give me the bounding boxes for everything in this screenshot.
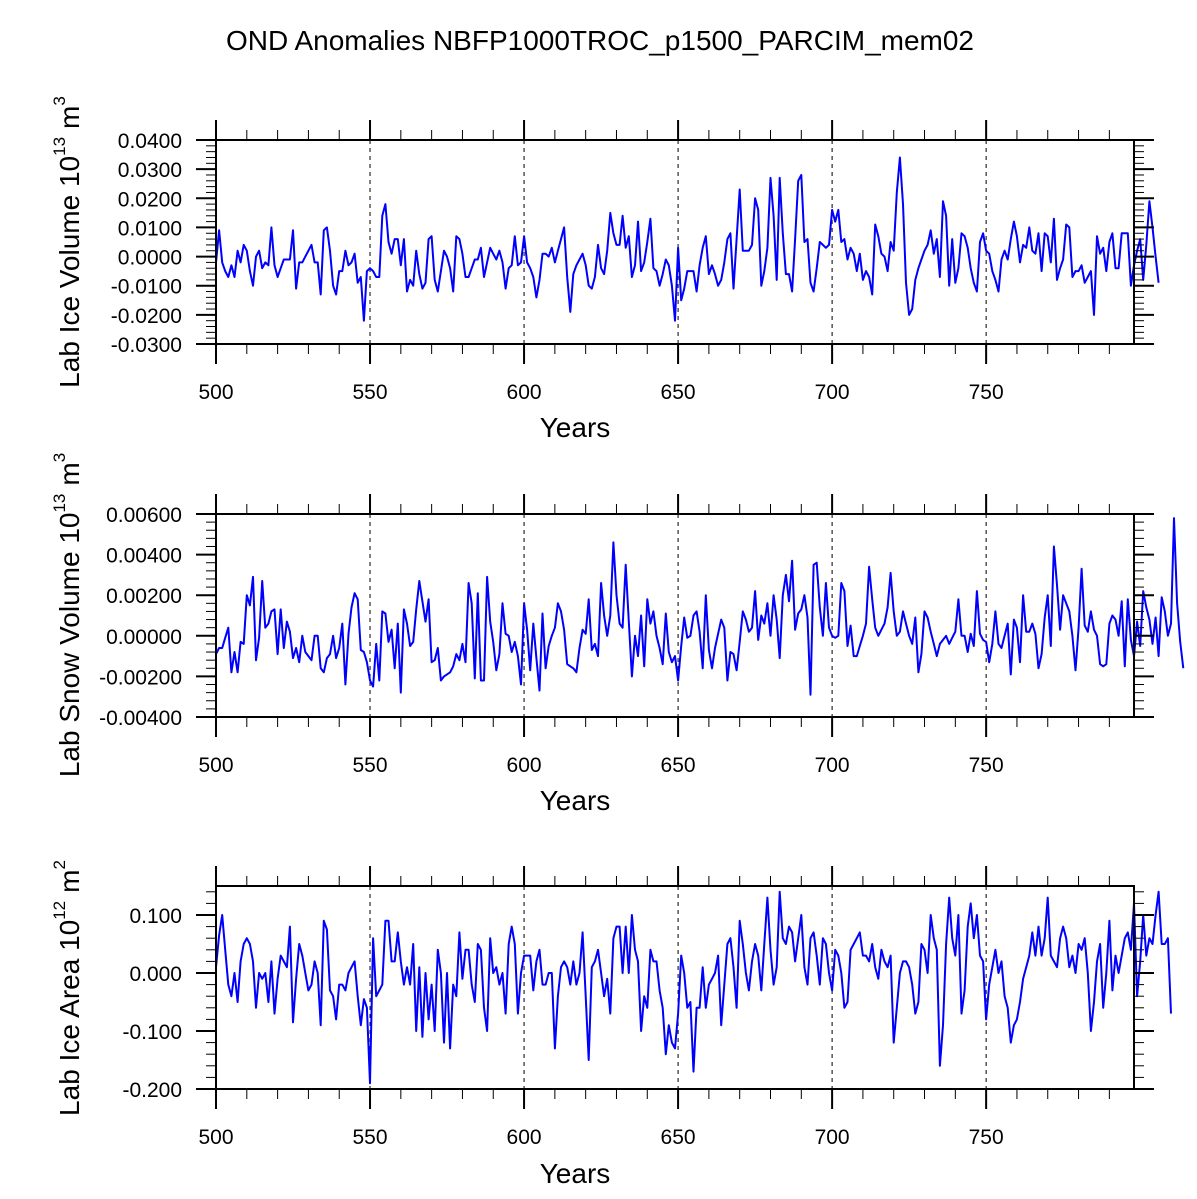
- y-tick-label: -0.0200: [111, 305, 182, 328]
- x-tick-label: 500: [198, 754, 233, 777]
- x-tick-label: 650: [661, 1126, 696, 1149]
- y-axis-label: Lab Snow Volume 1013 m3: [50, 453, 85, 777]
- y-tick-label: -0.0300: [111, 334, 182, 357]
- y-axis-label-part: Lab Snow Volume 10: [54, 513, 85, 778]
- panel-3: 500 550 600 650 700 750 -0.200 -0.100 0.000 0.100…: [50, 860, 1172, 1189]
- y-tick-label: 0.100: [129, 905, 182, 928]
- panel-1: 500 550 600 650 700 750 -0.0300 -0.0200 -0.0100 0…: [50, 96, 1160, 443]
- y-tick-label: 0.0000: [118, 247, 182, 270]
- x-axis-label: Years: [540, 412, 611, 443]
- y-axis-label-part: 13: [50, 494, 69, 513]
- y-tick-label: -0.100: [122, 1021, 182, 1044]
- y-tick-label: 0.0300: [118, 159, 182, 182]
- y-tick-label: 0.000: [129, 963, 182, 986]
- x-tick-label: 700: [815, 754, 850, 777]
- x-tick-label: 750: [969, 381, 1004, 404]
- y-axis-label-part: Lab Ice Volume 10: [54, 156, 85, 388]
- x-tick-label: 650: [661, 754, 696, 777]
- y-tick-label: 0.0400: [118, 130, 182, 153]
- x-tick-label: 700: [815, 381, 850, 404]
- x-tick-label: 600: [507, 1126, 542, 1149]
- y-axis-label-part: m: [54, 106, 85, 129]
- x-axis-label: Years: [540, 1158, 611, 1189]
- y-tick-label: -0.00200: [99, 666, 182, 689]
- y-tick-label: 0.00600: [106, 504, 182, 527]
- y-axis-label-part: Lab Ice Area 10: [54, 920, 85, 1116]
- x-tick-label: 500: [198, 1126, 233, 1149]
- x-tick-label: 650: [661, 381, 696, 404]
- y-tick-label: -0.0100: [111, 276, 182, 299]
- y-axis-label-part: 12: [50, 901, 69, 920]
- y-axis-label: Lab Ice Area 1012 m2: [50, 860, 85, 1116]
- x-tick-label: 750: [969, 754, 1004, 777]
- x-tick-label: 550: [353, 754, 388, 777]
- y-tick-label: 0.00400: [106, 545, 182, 568]
- data-series-line: [215, 890, 1172, 1085]
- panel-2: 500 550 600 650 700 750 -0.00400 -0.00200 0.0000…: [50, 453, 1185, 816]
- x-tick-label: 750: [969, 1126, 1004, 1149]
- x-axis-label: Years: [540, 785, 611, 816]
- y-axis-label: Lab Ice Volume 1013 m3: [50, 96, 85, 388]
- x-tick-label: 700: [815, 1126, 850, 1149]
- y-tick-label: 0.00000: [106, 626, 182, 649]
- chart-title: OND Anomalies NBFP1000TROC_p1500_PARCIM_…: [226, 25, 974, 56]
- y-axis-label-part: 2: [50, 860, 69, 869]
- plot-frame: [215, 513, 1135, 718]
- x-tick-label: 550: [353, 381, 388, 404]
- x-tick-label: 500: [198, 381, 233, 404]
- y-axis-label-part: 13: [50, 137, 69, 156]
- x-tick-label: 600: [507, 381, 542, 404]
- data-series-line: [215, 517, 1185, 696]
- y-tick-label: 0.00200: [106, 585, 182, 608]
- y-tick-label: -0.00400: [99, 707, 182, 730]
- y-tick-label: -0.200: [122, 1079, 182, 1102]
- y-axis-label-part: 3: [50, 453, 69, 462]
- data-series-line: [215, 156, 1160, 322]
- x-tick-label: 600: [507, 754, 542, 777]
- y-axis-label-part: m: [54, 462, 85, 485]
- plot-frame: [215, 139, 1135, 345]
- x-tick-label: 550: [353, 1126, 388, 1149]
- y-axis-label-part: 3: [50, 96, 69, 105]
- y-tick-label: 0.0200: [118, 188, 182, 211]
- y-tick-label: 0.0100: [118, 217, 182, 240]
- plot-frame: [215, 885, 1135, 1090]
- y-axis-label-part: m: [54, 870, 85, 893]
